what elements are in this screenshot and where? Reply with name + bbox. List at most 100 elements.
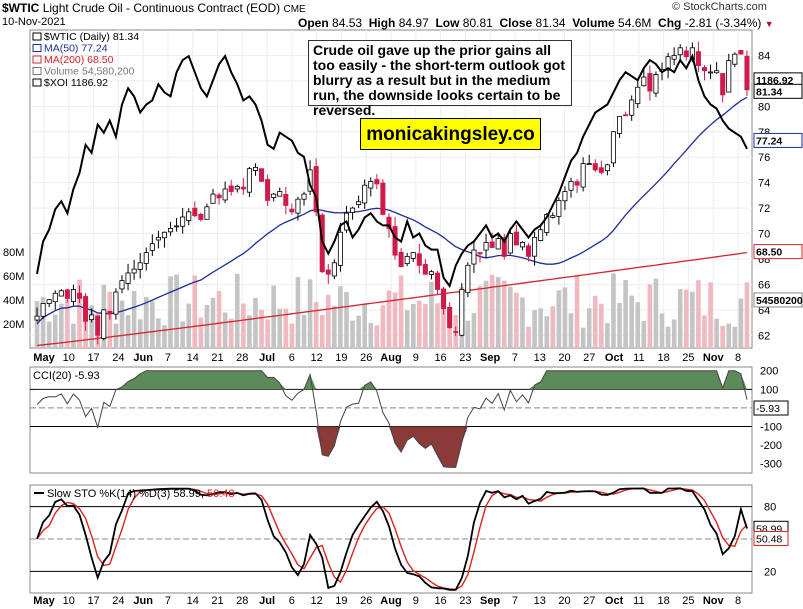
volume-bar: [313, 302, 319, 348]
sto-tick-label: 20: [764, 566, 776, 578]
candle: [228, 185, 234, 192]
candle: [489, 241, 495, 248]
candle: [434, 272, 441, 290]
volume-bar: [192, 275, 198, 348]
candle: [562, 191, 568, 202]
candle: [568, 180, 574, 191]
x-tick-label: Aug: [380, 352, 401, 364]
volume-bar: [386, 290, 392, 348]
chart-title: $WTIC Light Crude Oil - Continuous Contr…: [2, 1, 306, 15]
candle: [544, 214, 550, 233]
volume-bar: [714, 318, 719, 348]
volume-bar: [623, 280, 628, 348]
volume-bar: [234, 273, 240, 348]
candle: [83, 296, 89, 322]
ma200-label-box: [753, 244, 803, 260]
candle: [610, 131, 616, 164]
volume-tick-label: 80M: [3, 247, 24, 259]
last-price-label-box: [753, 83, 803, 99]
volume-bar: [143, 297, 149, 348]
volume-bar: [501, 280, 507, 348]
volume-bar: [720, 325, 726, 348]
candle: [404, 256, 410, 265]
volume-tick-label: 20M: [3, 319, 24, 331]
x-tick-label: 9: [413, 352, 419, 364]
volume-bar: [653, 278, 659, 348]
volume-bar: [629, 295, 634, 348]
volume-bar: [423, 303, 428, 348]
x-tick-label: 6: [289, 352, 295, 364]
volume-bar: [550, 306, 556, 348]
volume-bar: [150, 301, 155, 348]
volume-bar: [429, 281, 434, 348]
volume-bar: [398, 275, 404, 348]
volume-bar: [659, 313, 665, 348]
y-tick-label: 74: [758, 178, 770, 190]
volume-bar: [380, 305, 386, 348]
legend-swatch: [32, 67, 42, 75]
volume-bar: [599, 303, 604, 348]
candle: [580, 163, 586, 188]
volume-bar: [732, 326, 738, 348]
x-tick-label: Nov: [703, 352, 725, 364]
volume-bar: [471, 313, 477, 348]
volume-bar: [495, 277, 501, 348]
volume-bar: [665, 326, 671, 348]
candle: [495, 238, 501, 250]
commentary-box: Crude oil gave up the prior gains all to…: [308, 40, 572, 118]
close-value: 81.34: [535, 16, 566, 30]
candle: [744, 55, 750, 91]
candle: [453, 331, 459, 333]
candle: [526, 245, 532, 257]
candle: [428, 271, 434, 275]
candle: [356, 201, 362, 205]
instrument-name: Light Crude Oil - Continuous Contract (E…: [42, 1, 281, 15]
x-tick-label: Sep: [480, 595, 500, 607]
candle: [380, 182, 386, 215]
candle: [592, 163, 598, 171]
x-tick-label: 9: [413, 595, 419, 607]
candle: [289, 208, 295, 213]
volume-bar: [162, 325, 167, 348]
candle: [604, 164, 610, 172]
volume-bar: [690, 291, 695, 348]
volume-bar: [228, 318, 234, 348]
x-tick-label: Sep: [480, 352, 500, 364]
candle: [52, 292, 58, 303]
candle: [350, 207, 356, 213]
volume-bar: [538, 308, 543, 348]
candle: [210, 193, 216, 204]
x-tick-label: 14: [187, 595, 199, 607]
chg-value: -2.81 (-3.34%): [684, 16, 762, 30]
cci-tick-label: -300: [760, 459, 782, 471]
volume-bar: [107, 291, 113, 348]
x-tick-label: May: [33, 595, 55, 607]
x-tick-label: 16: [434, 352, 446, 364]
candle: [374, 179, 380, 185]
x-tick-label: Oct: [605, 595, 624, 607]
volume-bar: [210, 297, 216, 348]
x-tick-label: 10: [63, 352, 75, 364]
legend-swatch: [32, 44, 42, 52]
volume-bar: [71, 323, 76, 348]
volume-bar: [253, 297, 258, 348]
low-value: 80.81: [462, 16, 493, 30]
candle: [325, 269, 331, 275]
candle: [635, 86, 641, 105]
volume-bar: [204, 304, 210, 348]
x-tick-label: Jun: [133, 352, 153, 364]
volume-bar: [319, 315, 325, 348]
legend-entry: $XOI 1186.92: [44, 77, 108, 89]
volume-bar: [374, 325, 380, 348]
x-tick-label: 21: [211, 595, 223, 607]
x-tick-label: 27: [583, 595, 595, 607]
x-tick-label: 12: [311, 352, 323, 364]
legend-swatch: [32, 32, 42, 41]
sto-k-line: [36, 487, 748, 591]
volume-bar: [301, 314, 307, 348]
x-tick-label: 14: [187, 352, 199, 364]
candle: [483, 242, 489, 251]
ohlc-readout: Open 84.53 High 84.97 Low 80.81 Close 81…: [298, 16, 774, 30]
xoi-line: [36, 53, 748, 289]
volume-bar: [247, 315, 252, 348]
